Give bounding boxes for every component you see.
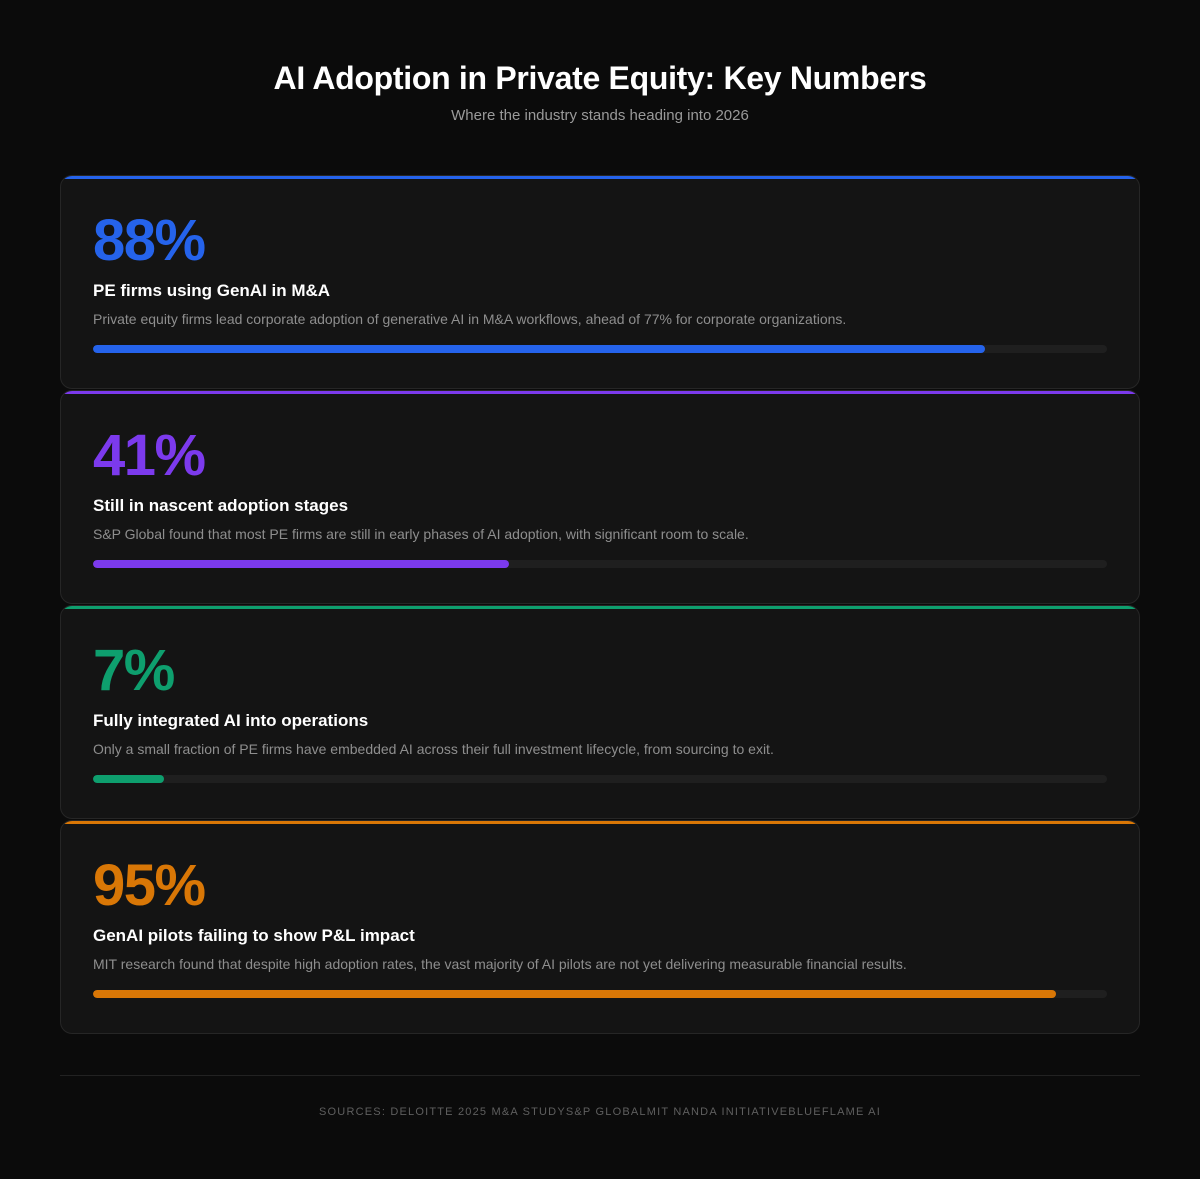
progress-track <box>93 345 1107 353</box>
sources-footer: Sources: Deloitte 2025 M&A StudyS&P Glob… <box>319 1106 881 1118</box>
page-title: AI Adoption in Private Equity: Key Numbe… <box>273 60 927 96</box>
stat-value: 7% <box>93 638 175 703</box>
progress-fill <box>93 560 509 568</box>
footer-divider <box>60 1075 1140 1076</box>
stat-title: GenAI pilots failing to show P&L impact <box>93 926 415 945</box>
stat-description: S&P Global found that most PE firms are … <box>93 526 749 542</box>
stat-title: PE firms using GenAI in M&A <box>93 281 331 300</box>
card-accent-bar <box>61 821 1139 824</box>
card-accent-bar <box>61 606 1139 609</box>
stat-card: 41% Still in nascent adoption stages S&P… <box>60 390 1140 604</box>
stat-cards: 88% PE firms using GenAI in M&A Private … <box>60 175 1140 1035</box>
progress-fill <box>93 775 164 783</box>
stat-card: 88% PE firms using GenAI in M&A Private … <box>60 175 1140 389</box>
stat-value: 95% <box>93 853 206 918</box>
stat-description: Private equity firms lead corporate adop… <box>93 311 847 327</box>
progress-fill <box>93 345 986 353</box>
progress-track <box>93 990 1107 998</box>
card-accent-bar <box>61 176 1139 179</box>
progress-track <box>93 775 1107 783</box>
stat-value: 41% <box>93 423 206 488</box>
stat-title: Still in nascent adoption stages <box>93 496 349 515</box>
card-accent-bar <box>61 391 1139 394</box>
stat-card: 7% Fully integrated AI into operations O… <box>60 605 1140 819</box>
stat-description: MIT research found that despite high ado… <box>93 956 907 972</box>
stat-card: 95% GenAI pilots failing to show P&L imp… <box>60 820 1140 1034</box>
progress-fill <box>93 990 1057 998</box>
stat-value: 88% <box>93 208 206 273</box>
stat-title: Fully integrated AI into operations <box>93 711 369 730</box>
page-subtitle: Where the industry stands heading into 2… <box>451 107 749 124</box>
progress-track <box>93 560 1107 568</box>
stat-description: Only a small fraction of PE firms have e… <box>93 741 774 757</box>
